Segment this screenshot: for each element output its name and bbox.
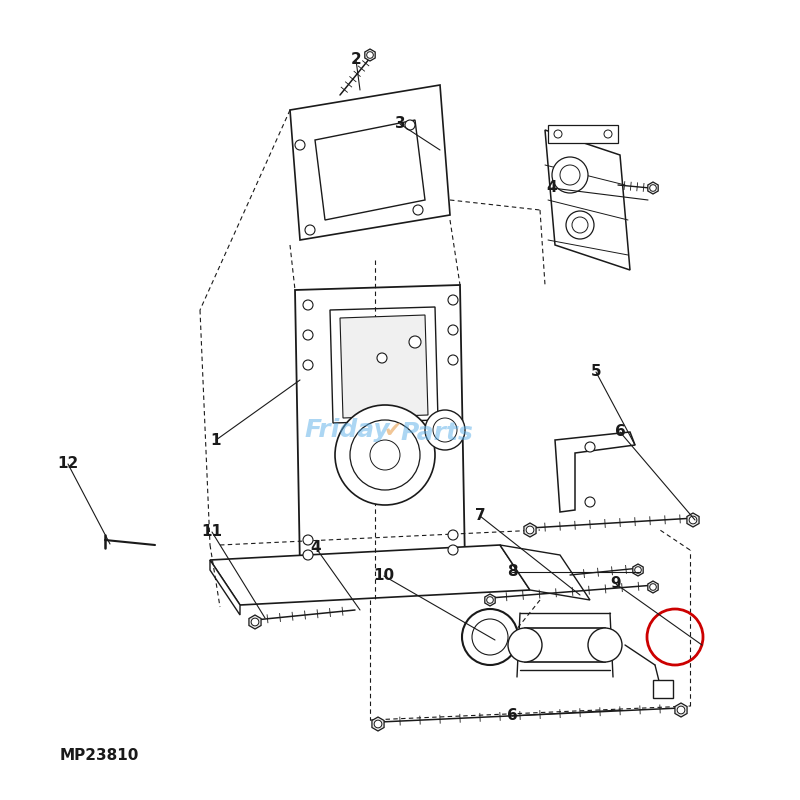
Text: 8: 8 [506,565,518,579]
Polygon shape [330,307,438,423]
Polygon shape [290,85,450,240]
Circle shape [405,120,415,130]
Circle shape [413,205,423,215]
Polygon shape [315,120,425,220]
Circle shape [303,535,313,545]
Circle shape [462,609,518,665]
Text: 5: 5 [590,365,602,379]
Circle shape [448,530,458,540]
Circle shape [472,619,508,655]
Text: 6: 6 [614,425,626,439]
Circle shape [303,550,313,560]
Polygon shape [372,717,384,731]
Polygon shape [633,564,643,576]
Polygon shape [365,49,375,61]
Circle shape [554,130,562,138]
Circle shape [689,516,697,524]
Circle shape [303,330,313,340]
Text: 4: 4 [546,181,558,195]
Text: MP23810: MP23810 [60,747,139,762]
Polygon shape [648,182,658,194]
Circle shape [448,295,458,305]
Circle shape [377,353,387,363]
Circle shape [335,405,435,505]
Text: 7: 7 [474,509,486,523]
Circle shape [526,526,534,534]
Circle shape [409,336,421,348]
Text: 6: 6 [506,709,518,723]
Circle shape [251,618,259,626]
Circle shape [448,325,458,335]
Polygon shape [500,545,590,600]
Polygon shape [210,560,240,615]
Text: Friday: Friday [304,418,390,442]
Circle shape [560,165,580,185]
Circle shape [370,440,400,470]
Circle shape [374,720,382,728]
Polygon shape [210,545,530,605]
Polygon shape [249,615,261,629]
Polygon shape [485,594,495,606]
Text: 1: 1 [210,433,222,447]
Circle shape [425,410,465,450]
Circle shape [585,497,595,507]
Text: 10: 10 [374,569,394,583]
Polygon shape [545,130,630,270]
Circle shape [585,442,595,452]
Circle shape [604,130,612,138]
Circle shape [305,225,315,235]
Text: 11: 11 [202,525,222,539]
Text: 2: 2 [350,53,362,67]
Circle shape [448,545,458,555]
Circle shape [572,217,588,233]
Bar [548,125,618,143]
Circle shape [650,185,656,191]
Circle shape [303,300,313,310]
Circle shape [366,52,374,58]
Polygon shape [555,432,635,512]
Text: 3: 3 [394,117,406,131]
Polygon shape [295,285,465,570]
Text: 12: 12 [58,457,78,471]
Circle shape [552,157,588,193]
Circle shape [566,211,594,239]
Circle shape [650,584,656,590]
Circle shape [486,597,494,603]
Circle shape [508,628,542,662]
Bar [653,680,673,698]
Polygon shape [687,513,699,527]
Polygon shape [524,523,536,537]
Polygon shape [648,581,658,593]
Circle shape [677,706,685,714]
Circle shape [295,140,305,150]
Text: 4: 4 [310,541,322,555]
Polygon shape [525,628,605,662]
Circle shape [433,418,457,442]
Polygon shape [340,315,428,418]
Polygon shape [675,703,687,717]
Circle shape [448,355,458,365]
Text: 9: 9 [610,577,622,591]
Circle shape [303,360,313,370]
Circle shape [588,628,622,662]
Circle shape [634,566,642,574]
Text: ✔: ✔ [384,421,402,441]
Text: Parts: Parts [400,421,473,445]
Circle shape [350,420,420,490]
